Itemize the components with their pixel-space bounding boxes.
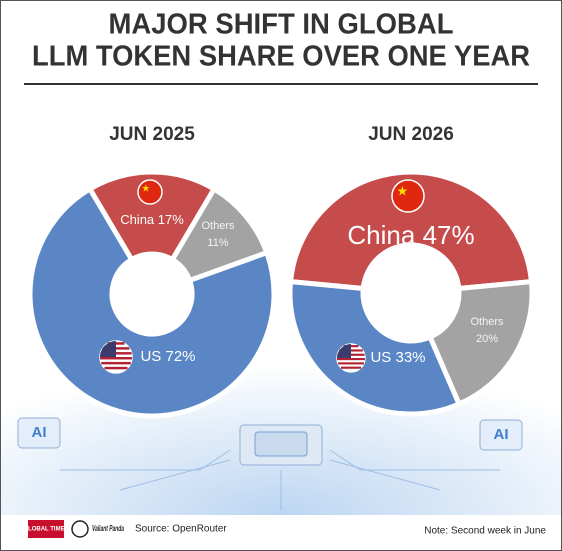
chart-title: JUN 2026	[368, 124, 454, 145]
panda-icon	[71, 520, 89, 538]
category-label: US	[140, 348, 161, 365]
flag-stripe	[101, 361, 131, 365]
flag-star	[397, 185, 408, 196]
title-line: LLM TOKEN SHARE OVER ONE YEAR	[32, 41, 530, 73]
flag-stripe	[104, 366, 128, 370]
segment-label: China 17%	[120, 212, 184, 227]
value-label: 47%	[423, 220, 475, 250]
flag-canton	[100, 341, 116, 357]
donut-segment	[426, 278, 535, 408]
flag-stripe	[338, 362, 364, 365]
flag-china	[137, 179, 163, 205]
segment-label: US 33%	[370, 349, 425, 366]
chip-left: AI	[17, 417, 61, 449]
chart-title: JUN 2025	[109, 124, 195, 145]
category-label: China	[120, 212, 155, 227]
value-label: 11%	[207, 237, 228, 249]
segment-label: US 72%	[140, 348, 195, 365]
donut-segment	[27, 185, 277, 419]
circuit-decor	[60, 424, 500, 510]
flag-canton	[337, 344, 351, 358]
segment-label: Others	[201, 220, 235, 232]
donut-segment	[287, 169, 535, 292]
title-line: MAJOR SHIFT IN GLOBAL	[109, 9, 454, 41]
value-label: 33%	[395, 349, 425, 366]
value-label: 17%	[158, 212, 184, 227]
logo: GLOBAL TIMES	[23, 527, 68, 533]
chip-right: AI	[479, 419, 523, 451]
donut-segment	[287, 278, 463, 417]
flag-stripe	[100, 357, 132, 360]
value-label: 72%	[165, 348, 195, 365]
logo: Valiant Panda	[92, 524, 124, 533]
category-label: China	[347, 220, 415, 250]
category-label: US	[370, 349, 391, 366]
note: Note: Second week in June	[424, 526, 546, 537]
segment-label: China 47%	[347, 220, 474, 250]
flag-star	[142, 184, 150, 192]
chip-label: AI	[32, 424, 47, 441]
flag-china	[391, 179, 425, 213]
footer-band	[0, 515, 562, 551]
charts: JUN 2025 China 17% Others 11% US 72% JUN 2026…	[27, 124, 535, 419]
source: Source: OpenRouter	[135, 524, 227, 535]
chip-label: AI	[494, 426, 509, 443]
segment-label: Others	[470, 316, 504, 328]
flag-stripe	[337, 358, 365, 361]
flag-stripe	[340, 366, 362, 369]
logo-box	[28, 520, 64, 538]
value-label: 20%	[476, 333, 498, 345]
